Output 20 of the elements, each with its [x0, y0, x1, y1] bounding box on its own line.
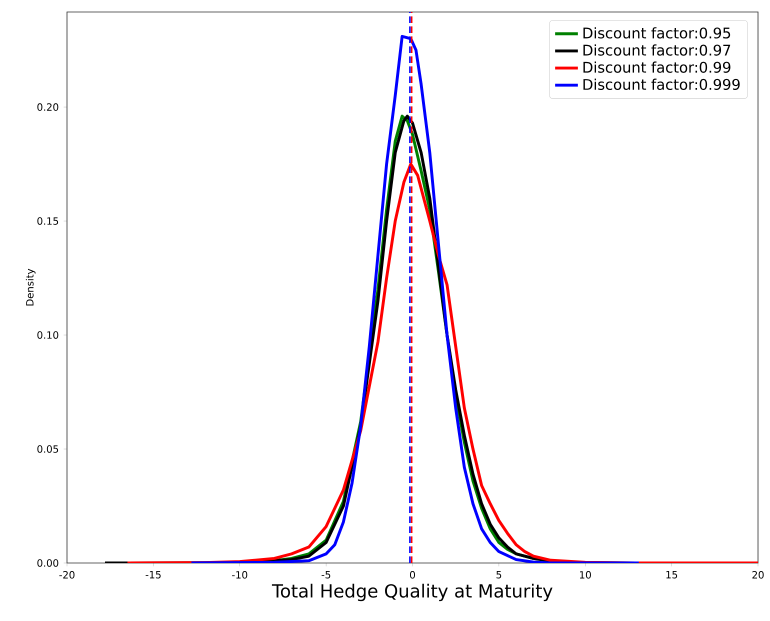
y-tick-label: 0.05: [37, 445, 58, 453]
legend-label: Discount factor:0.95: [583, 27, 730, 39]
legend-label: Discount factor:0.99: [583, 61, 730, 73]
x-tick-label: 10: [580, 571, 591, 579]
y-tick-label: 0.20: [37, 103, 58, 111]
legend-label: Discount factor:0.97: [583, 44, 730, 56]
x-tick-label: 0: [410, 571, 416, 579]
x-tick-label: -15: [146, 571, 161, 578]
x-tick-label: 15: [666, 571, 678, 578]
x-tick-label: 5: [496, 571, 502, 578]
y-tick-label: 0.10: [37, 331, 58, 339]
legend-label: Discount factor:0.999: [583, 78, 740, 90]
x-tick-label: 20: [752, 571, 764, 579]
x-tick-label: -5: [322, 571, 330, 578]
y-tick-label: 0.15: [37, 217, 58, 225]
y-axis-title: Density: [26, 268, 36, 306]
x-tick-label: -10: [232, 571, 248, 579]
x-axis-title: Total Hedge Quality at Maturity: [272, 584, 552, 602]
y-tick-label: 0.00: [37, 559, 58, 567]
x-tick-label: -20: [59, 571, 74, 579]
